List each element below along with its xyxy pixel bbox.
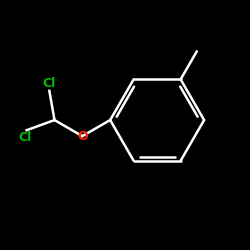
Text: O: O [77, 130, 88, 142]
Text: Cl: Cl [43, 76, 56, 90]
Text: Cl: Cl [19, 132, 32, 144]
